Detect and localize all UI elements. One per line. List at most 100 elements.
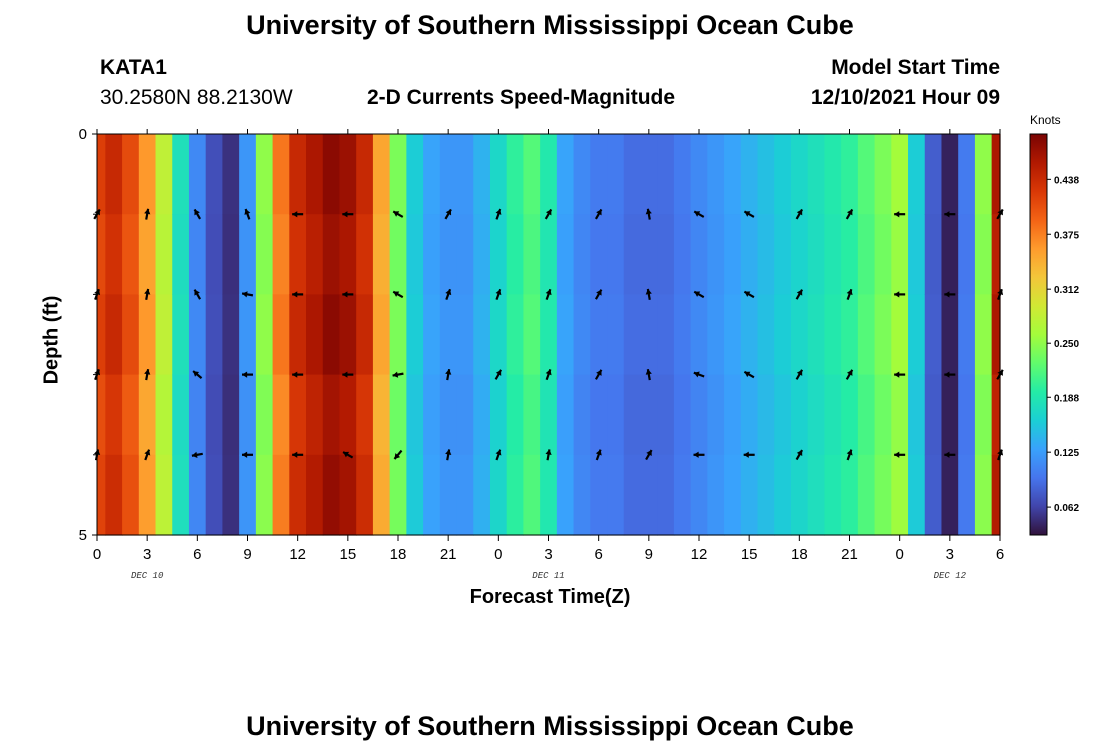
heatmap-cell [841,214,859,295]
heatmap-cell [473,454,491,536]
heatmap-cell [339,374,357,456]
heatmap-cell [105,294,123,376]
heatmap-cell [824,454,842,536]
heatmap-cell [556,134,575,215]
current-arrow [192,370,203,379]
heatmap-cell [924,454,943,536]
heatmap-cell [372,374,391,456]
arrow-head [744,211,751,217]
heatmap-cell [205,214,224,295]
arrow-head [144,208,151,215]
current-arrow [342,291,354,298]
current-arrow [242,451,253,458]
heatmap-cell [991,214,1001,295]
arrow-head [292,211,298,218]
arrow-head [796,450,803,457]
arrow-head [796,289,803,296]
heatmap-cell [790,454,809,536]
arrow-head [645,208,652,215]
current-arrow [693,290,705,299]
heatmap-cell [707,454,725,536]
heatmap-cell [757,294,775,376]
heatmap-cell [874,374,892,456]
date-label: DEC 11 [532,571,564,581]
x-tick-label: 21 [841,546,858,563]
arrow-head [846,209,853,216]
arrow-head [743,451,749,458]
heatmap-cell [138,454,157,536]
arrow-head [242,291,248,298]
heatmap-cell [891,134,909,215]
heatmap-cell [423,454,441,536]
current-arrow [944,291,956,298]
heatmap-cell [556,294,575,376]
heatmap-cell [657,214,675,295]
heatmap-cell [306,374,324,456]
current-arrow [241,291,254,298]
arrow-head [394,453,401,460]
heatmap-cell [724,214,742,295]
current-arrow [545,288,552,300]
x-tick-label: 0 [494,546,502,563]
heatmap [97,134,1001,536]
x-tick-label: 6 [193,546,201,563]
heatmap-cell [573,134,591,215]
heatmap-cell [372,294,391,376]
heatmap-cell [439,134,458,215]
arrow-head [693,371,700,378]
heatmap-cell [556,454,575,536]
arrow-head [393,291,400,297]
heatmap-cell [707,374,725,456]
heatmap-cell [573,454,591,536]
colorbar-unit-label: Knots [1030,113,1061,127]
current-arrow [743,370,755,379]
current-arrow [693,371,705,378]
heatmap-cell [841,134,859,215]
heatmap-cell [155,214,173,295]
heatmap-cell [891,294,909,376]
arrow-head [846,449,853,456]
current-arrow [144,288,151,301]
colorbar: 0.438 0.375 0.312 0.250 0.188 0.125 0.062 [1029,133,1079,536]
current-arrow [392,371,404,378]
heatmap-cell [188,214,207,295]
colorbar-tick-label: 0.125 [1054,448,1079,459]
heatmap-cell [272,374,290,456]
heatmap-cell [640,454,658,536]
heatmap-cell [908,134,926,215]
heatmap-cell [155,134,173,215]
heatmap-cell [423,294,441,376]
heatmap-cell [540,454,558,536]
heatmap-cell [807,374,826,456]
heatmap-cell [523,214,541,295]
colorbar-tick-label: 0.062 [1054,503,1079,514]
heatmap-cell [556,374,575,456]
heatmap-cell [506,454,525,536]
colorbar-tick-label: 0.438 [1054,175,1079,186]
current-arrow [545,369,552,381]
heatmap-cell [356,214,374,295]
current-arrow [594,369,603,380]
x-tick-label: 6 [594,546,602,563]
heatmap-cell [740,454,759,536]
heatmap-cell [623,294,642,376]
current-arrow [495,288,502,300]
heatmap-cell [590,214,608,295]
arrow-head [944,211,950,218]
heatmap-cell [891,214,909,295]
current-arrow [594,289,603,300]
heatmap-cell [991,294,1001,376]
arrow-head [144,449,151,456]
heatmap-cell [155,454,173,536]
heatmap-cell [489,134,508,215]
heatmap-cell [406,214,424,295]
heatmap-cell [590,294,608,376]
heatmap-cell [523,134,541,215]
heatmap-cell [774,214,792,295]
heatmap-cell [824,214,842,295]
heatmap-cell [573,294,591,376]
heatmap-cell [841,454,859,536]
current-arrow [894,291,906,298]
date-label: DEC 12 [934,571,967,581]
current-arrow [193,289,202,300]
